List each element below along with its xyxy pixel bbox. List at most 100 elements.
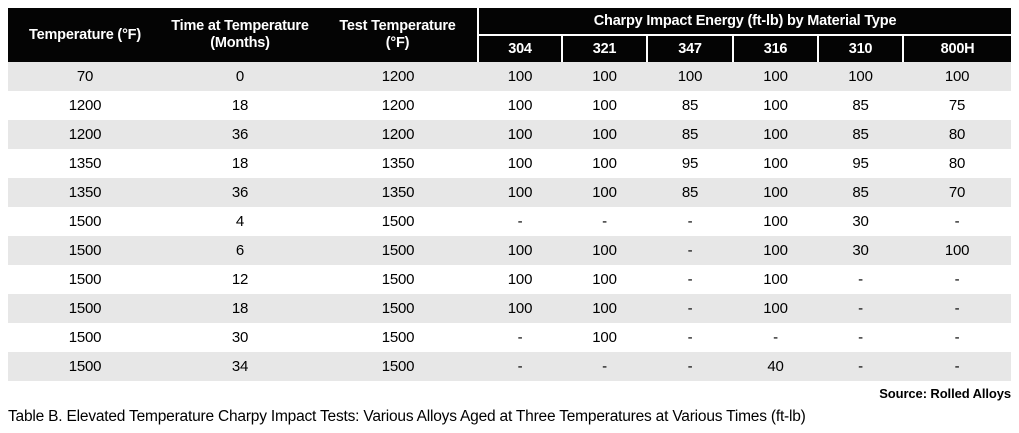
value-cell: 100 bbox=[562, 236, 647, 265]
time-at-temperature-cell: 12 bbox=[162, 265, 318, 294]
value-cell: - bbox=[903, 323, 1012, 352]
value-cell: 80 bbox=[903, 120, 1012, 149]
col-header-temperature-label: Temperature (°F) bbox=[29, 26, 141, 43]
test-temperature-cell: 1500 bbox=[318, 323, 478, 352]
time-at-temperature-cell: 30 bbox=[162, 323, 318, 352]
value-cell: 100 bbox=[562, 323, 647, 352]
time-at-temperature-cell: 0 bbox=[162, 62, 318, 91]
header-row-group: Temperature (°F) Time at Temperature (Mo… bbox=[8, 8, 1012, 62]
value-cell: 100 bbox=[478, 236, 562, 265]
time-at-temperature-cell: 36 bbox=[162, 178, 318, 207]
value-cell: - bbox=[733, 323, 818, 352]
time-at-temperature-cell: 36 bbox=[162, 120, 318, 149]
value-cell: - bbox=[647, 323, 733, 352]
col-header-time-at-temperature: Time at Temperature (Months) bbox=[162, 8, 318, 62]
value-cell: - bbox=[647, 265, 733, 294]
value-cell: 100 bbox=[562, 91, 647, 120]
temperature-cell: 1350 bbox=[8, 178, 162, 207]
temperature-cell: 70 bbox=[8, 62, 162, 91]
value-cell: 100 bbox=[562, 149, 647, 178]
col-header-charpy-group: Charpy Impact Energy (ft-lb) by Material… bbox=[476, 8, 1012, 36]
test-temperature-cell: 1200 bbox=[318, 91, 478, 120]
col-header-material-310: 310 bbox=[817, 35, 903, 62]
time-at-temperature-cell: 6 bbox=[162, 236, 318, 265]
value-cell: 85 bbox=[647, 178, 733, 207]
value-cell: 100 bbox=[733, 265, 818, 294]
material-header-row: 304 321 347 316 310 800H bbox=[8, 35, 1012, 62]
test-temperature-cell: 1500 bbox=[318, 236, 478, 265]
value-cell: - bbox=[818, 294, 903, 323]
value-cell: - bbox=[818, 265, 903, 294]
col-header-material-321: 321 bbox=[561, 35, 647, 62]
temperature-cell: 1500 bbox=[8, 265, 162, 294]
value-cell: 100 bbox=[478, 62, 562, 91]
table-row: 1500 34 1500- - -40- - bbox=[8, 352, 1012, 381]
temperature-cell: 1200 bbox=[8, 91, 162, 120]
value-cell: 100 bbox=[733, 178, 818, 207]
value-cell: 40 bbox=[733, 352, 818, 381]
value-cell: - bbox=[647, 294, 733, 323]
value-cell: 100 bbox=[733, 294, 818, 323]
value-cell: - bbox=[647, 352, 733, 381]
value-cell: 100 bbox=[733, 120, 818, 149]
value-cell: 70 bbox=[903, 178, 1012, 207]
table-row: 1500 12 1500 100 100-100- - bbox=[8, 265, 1012, 294]
test-temperature-cell: 1200 bbox=[318, 120, 478, 149]
table-row: 70 0 1200 100 100 100 100 100 100 bbox=[8, 62, 1012, 91]
test-temperature-cell: 1350 bbox=[318, 178, 478, 207]
value-cell: - bbox=[903, 352, 1012, 381]
value-cell: - bbox=[478, 352, 562, 381]
value-cell: 100 bbox=[478, 265, 562, 294]
test-temperature-cell: 1350 bbox=[318, 149, 478, 178]
value-cell: 100 bbox=[903, 62, 1012, 91]
table-row: 1200 18 1200 100 100 85 100 85 75 bbox=[8, 91, 1012, 120]
value-cell: - bbox=[647, 207, 733, 236]
table-row: 1500 18 1500 100 100-100- - bbox=[8, 294, 1012, 323]
value-cell: 75 bbox=[903, 91, 1012, 120]
time-at-temperature-cell: 18 bbox=[162, 294, 318, 323]
value-cell: - bbox=[903, 294, 1012, 323]
table-row: 1500 4 1500- - -100 30- bbox=[8, 207, 1012, 236]
value-cell: 100 bbox=[733, 62, 818, 91]
value-cell: 95 bbox=[818, 149, 903, 178]
value-cell: 100 bbox=[733, 236, 818, 265]
value-cell: - bbox=[562, 207, 647, 236]
time-at-temperature-cell: 18 bbox=[162, 91, 318, 120]
value-cell: 100 bbox=[562, 178, 647, 207]
value-cell: - bbox=[562, 352, 647, 381]
table-body: 70 0 1200 100 100 100 100 100 100 1200 18 1200 100 10… bbox=[8, 62, 1012, 381]
value-cell: - bbox=[818, 323, 903, 352]
value-cell: 100 bbox=[562, 62, 647, 91]
table-row: 1500 6 1500 100 100-100 30 100 bbox=[8, 236, 1012, 265]
col-header-material-800h: 800H bbox=[901, 35, 1012, 62]
col-header-temperature: Temperature (°F) bbox=[8, 8, 162, 62]
value-cell: 100 bbox=[478, 149, 562, 178]
table-row: 1500 30 1500-100- - - - bbox=[8, 323, 1012, 352]
col-header-material-347: 347 bbox=[646, 35, 733, 62]
value-cell: 100 bbox=[478, 120, 562, 149]
test-temperature-cell: 1500 bbox=[318, 207, 478, 236]
table-header: Temperature (°F) Time at Temperature (Mo… bbox=[8, 8, 1012, 62]
time-at-temperature-cell: 34 bbox=[162, 352, 318, 381]
value-cell: 100 bbox=[903, 236, 1012, 265]
value-cell: 100 bbox=[647, 62, 733, 91]
value-cell: 100 bbox=[562, 294, 647, 323]
value-cell: 85 bbox=[818, 120, 903, 149]
temperature-cell: 1350 bbox=[8, 149, 162, 178]
value-cell: 100 bbox=[818, 62, 903, 91]
value-cell: 30 bbox=[818, 207, 903, 236]
value-cell: - bbox=[647, 236, 733, 265]
temperature-cell: 1500 bbox=[8, 352, 162, 381]
test-temperature-cell: 1200 bbox=[318, 62, 478, 91]
value-cell: 100 bbox=[478, 91, 562, 120]
col-header-material-316: 316 bbox=[732, 35, 818, 62]
value-cell: 95 bbox=[647, 149, 733, 178]
value-cell: 100 bbox=[562, 120, 647, 149]
value-cell: 85 bbox=[818, 178, 903, 207]
value-cell: 30 bbox=[818, 236, 903, 265]
charpy-impact-table: Temperature (°F) Time at Temperature (Mo… bbox=[8, 8, 1012, 381]
table-caption: Table B. Elevated Temperature Charpy Imp… bbox=[8, 408, 806, 425]
value-cell: 85 bbox=[647, 91, 733, 120]
col-header-material-304: 304 bbox=[477, 35, 562, 62]
